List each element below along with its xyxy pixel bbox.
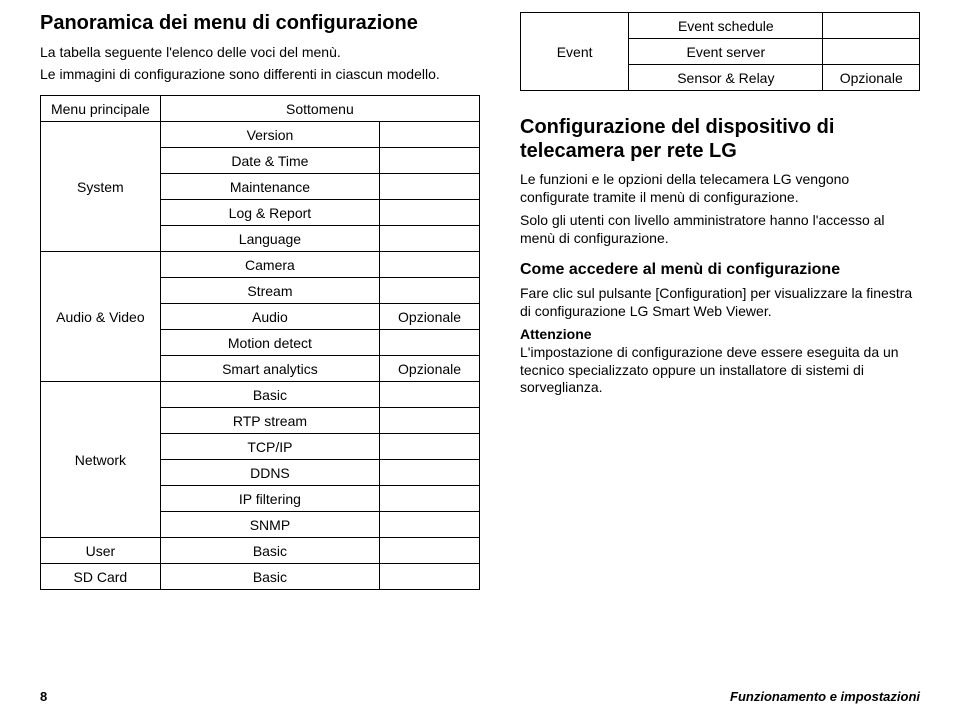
sub-rtp: RTP stream [160, 408, 379, 434]
opt-cell: Opzionale [380, 356, 480, 382]
sub-maintenance: Maintenance [160, 174, 379, 200]
sub-basic: Basic [160, 382, 379, 408]
intro-line-1: La tabella seguente l'elenco delle voci … [40, 43, 480, 61]
opt-cell [380, 252, 480, 278]
main-network: Network [41, 382, 161, 538]
page-number: 8 [40, 689, 47, 704]
sub-language: Language [160, 226, 379, 252]
opt-cell [380, 408, 480, 434]
sub-audio: Audio [160, 304, 379, 330]
sub-evschedule: Event schedule [629, 13, 823, 39]
sub-ddns: DDNS [160, 460, 379, 486]
sub-tcpip: TCP/IP [160, 434, 379, 460]
opt-cell [380, 564, 480, 590]
opt-cell [380, 278, 480, 304]
sub-basic-sd: Basic [160, 564, 379, 590]
sub-logreport: Log & Report [160, 200, 379, 226]
opt-cell: Opzionale [823, 65, 920, 91]
event-table: Event Event schedule Event server Sensor… [520, 12, 920, 91]
right-column: Event Event schedule Event server Sensor… [520, 12, 920, 590]
para-1: Le funzioni e le opzioni della telecamer… [520, 171, 920, 206]
opt-cell [380, 538, 480, 564]
main-user: User [41, 538, 161, 564]
th-main: Menu principale [41, 96, 161, 122]
main-system: System [41, 122, 161, 252]
sub-stream: Stream [160, 278, 379, 304]
para-2: Solo gli utenti con livello amministrato… [520, 212, 920, 247]
intro-line-2: Le immagini di configurazione sono diffe… [40, 65, 480, 83]
opt-cell [823, 39, 920, 65]
th-sub: Sottomenu [160, 96, 479, 122]
opt-cell [380, 460, 480, 486]
attention-label: Attenzione [520, 326, 920, 342]
opt-cell [823, 13, 920, 39]
section-heading: Configurazione del dispositivo di teleca… [520, 115, 920, 163]
sub-basic-user: Basic [160, 538, 379, 564]
page-title: Panoramica dei menu di configurazione [40, 12, 480, 35]
sub-smartanalytics: Smart analytics [160, 356, 379, 382]
opt-cell [380, 434, 480, 460]
opt-cell [380, 226, 480, 252]
sub-snmp: SNMP [160, 512, 379, 538]
main-av: Audio & Video [41, 252, 161, 382]
opt-cell: Opzionale [380, 304, 480, 330]
footer: 8 Funzionamento e impostazioni [40, 689, 920, 704]
para-4: L'impostazione di configurazione deve es… [520, 344, 920, 397]
opt-cell [380, 512, 480, 538]
sub-camera: Camera [160, 252, 379, 278]
left-column: Panoramica dei menu di configurazione La… [40, 12, 480, 590]
main-sdcard: SD Card [41, 564, 161, 590]
opt-cell [380, 200, 480, 226]
opt-cell [380, 148, 480, 174]
menu-table-left: Menu principale Sottomenu System Version… [40, 95, 480, 590]
opt-cell [380, 486, 480, 512]
sub-ipfilter: IP filtering [160, 486, 379, 512]
sub-heading: Come accedere al menù di configurazione [520, 261, 920, 279]
main-event: Event [521, 13, 629, 91]
sub-datetime: Date & Time [160, 148, 379, 174]
opt-cell [380, 122, 480, 148]
sub-sensorrelay: Sensor & Relay [629, 65, 823, 91]
sub-version: Version [160, 122, 379, 148]
opt-cell [380, 330, 480, 356]
footer-text: Funzionamento e impostazioni [730, 689, 920, 704]
para-3: Fare clic sul pulsante [Configuration] p… [520, 285, 920, 320]
sub-evserver: Event server [629, 39, 823, 65]
opt-cell [380, 174, 480, 200]
opt-cell [380, 382, 480, 408]
sub-motion: Motion detect [160, 330, 379, 356]
